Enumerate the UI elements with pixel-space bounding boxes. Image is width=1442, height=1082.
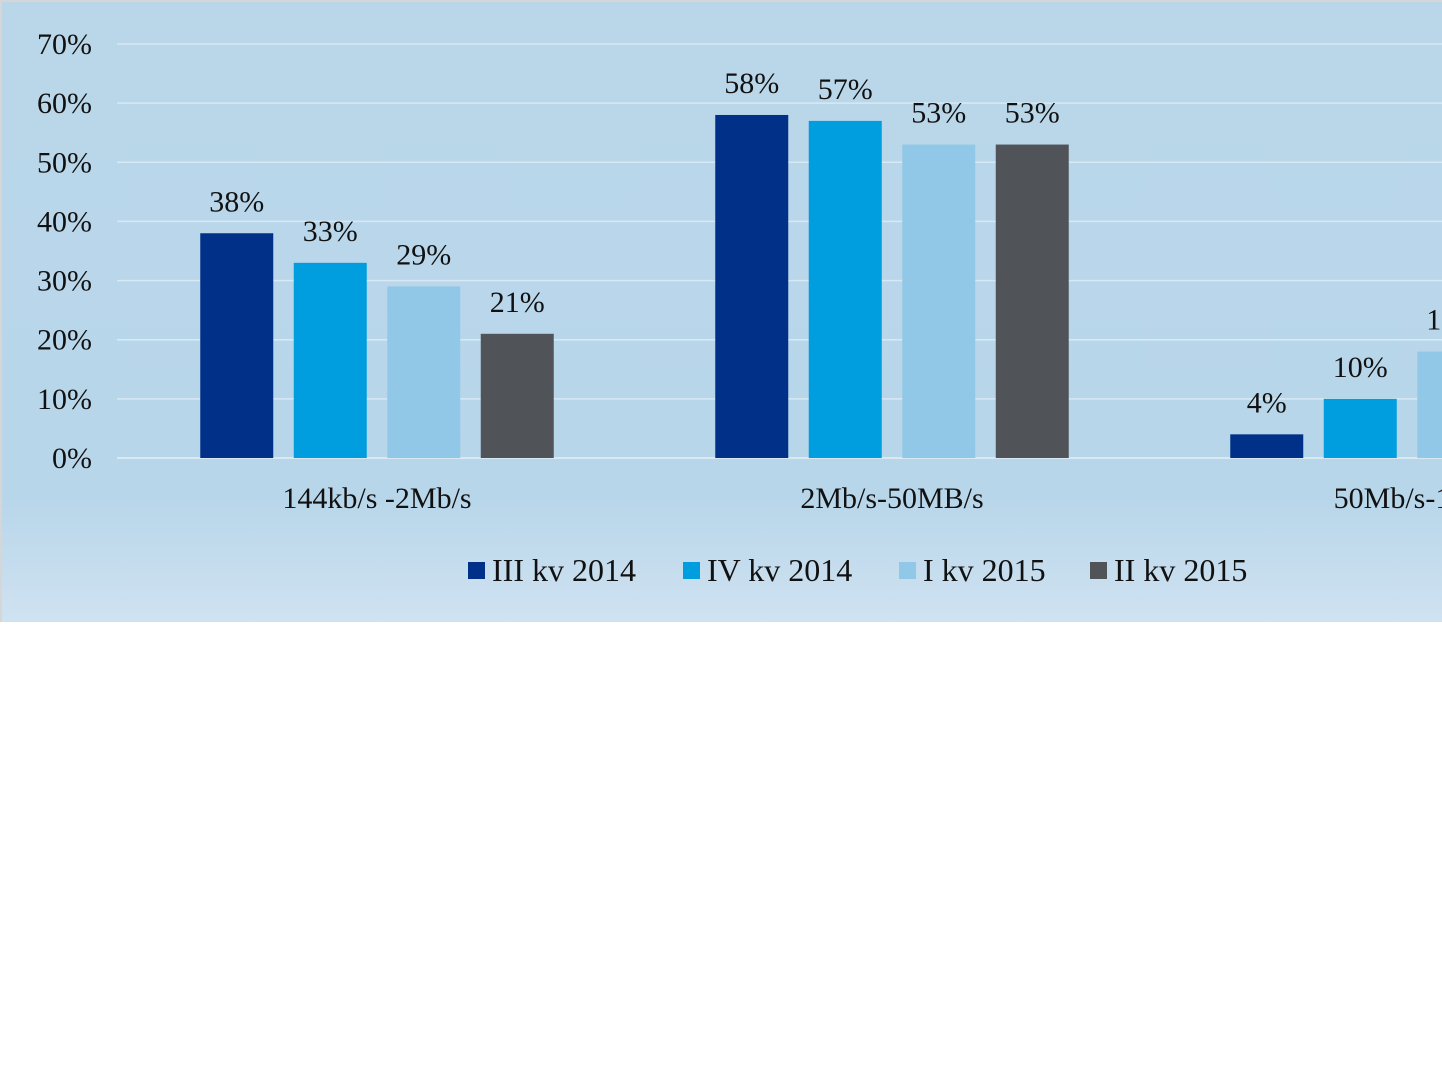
- data-label: 58%: [724, 67, 779, 100]
- bar-2-0: [387, 286, 461, 458]
- bar-3-0: [480, 333, 554, 458]
- y-tick-label: 20%: [37, 324, 92, 357]
- legend-label: IV kv 2014: [707, 552, 852, 588]
- bar-1-1: [808, 120, 882, 458]
- y-tick-label: 70%: [37, 28, 92, 61]
- chart-panel: 0% 10% 20% 30% 40% 50% 60% 70% 38% 58% 4% 33% 57% 10%…: [0, 0, 1442, 622]
- bar-0-2: [1230, 434, 1304, 458]
- data-label: 18%: [1426, 304, 1442, 337]
- data-label: 10%: [1333, 351, 1388, 384]
- category-label: 2Mb/s-50MB/s: [800, 482, 983, 515]
- y-tick-label: 30%: [37, 265, 92, 298]
- legend-swatch: [468, 562, 485, 579]
- y-tick-label: 40%: [37, 205, 92, 238]
- bar-2-1: [902, 144, 976, 459]
- bar-0-1: [715, 114, 789, 458]
- bar-3-1: [995, 144, 1069, 459]
- data-label: 38%: [209, 185, 264, 218]
- y-tick-label: 0%: [52, 442, 92, 475]
- legend-label: II kv 2015: [1114, 552, 1247, 588]
- y-tick-label: 60%: [37, 87, 92, 120]
- data-label: 4%: [1247, 386, 1287, 419]
- bar-chart: 0% 10% 20% 30% 40% 50% 60% 70% 38% 58% 4% 33% 57% 10%…: [37, 28, 1442, 588]
- legend-swatch: [899, 562, 916, 579]
- bar-1-0: [293, 262, 367, 458]
- y-tick-label: 50%: [37, 146, 92, 179]
- data-label: 53%: [911, 97, 966, 130]
- category-label: 144kb/s -2Mb/s: [282, 482, 471, 515]
- legend-label: I kv 2015: [923, 552, 1046, 588]
- data-label: 21%: [490, 286, 545, 319]
- category-label: 50Mb/s-100: [1334, 482, 1442, 515]
- legend-swatch: [1090, 562, 1107, 579]
- data-label: 33%: [303, 215, 358, 248]
- y-tick-label: 10%: [37, 383, 92, 416]
- bar-1-2: [1323, 398, 1397, 458]
- data-label: 57%: [818, 73, 873, 106]
- bar-2-2: [1417, 351, 1442, 458]
- bar-0-0: [200, 233, 274, 458]
- legend-swatch: [683, 562, 700, 579]
- legend-label: III kv 2014: [492, 552, 636, 588]
- data-label: 29%: [396, 238, 451, 271]
- data-label: 53%: [1005, 97, 1060, 130]
